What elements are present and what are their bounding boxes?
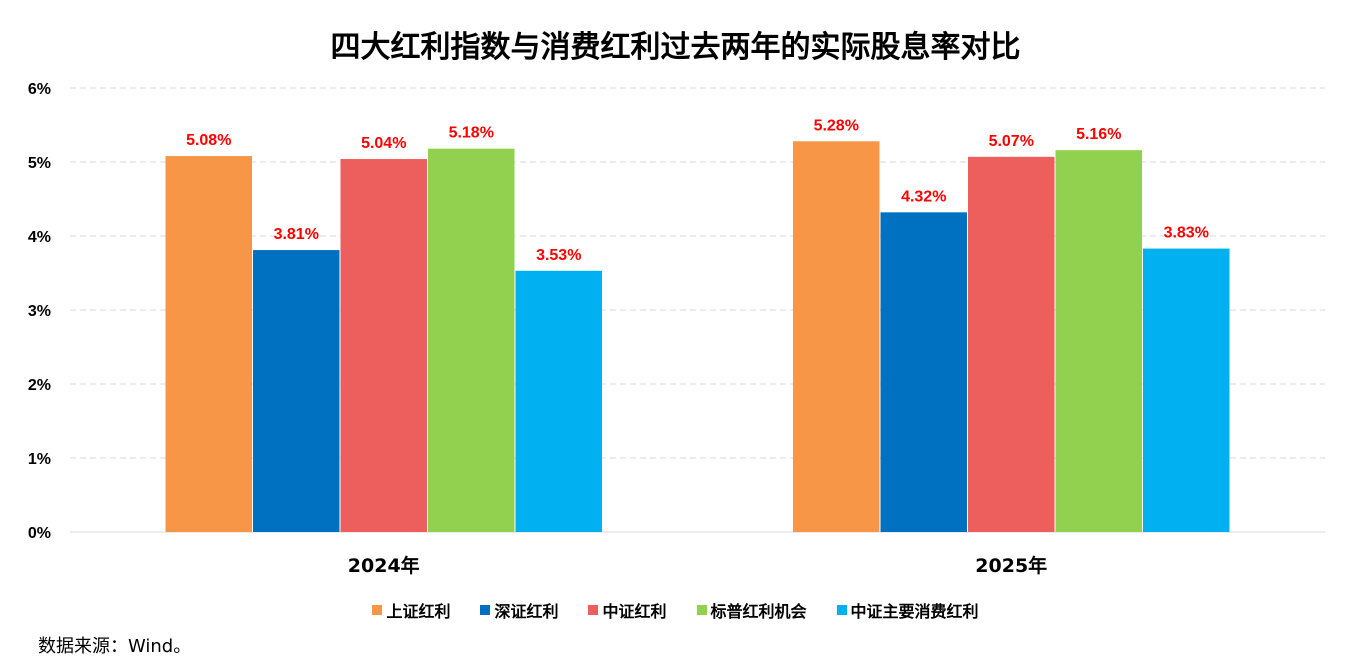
y-axis-ticks: 0% 1% 2% 3% 4% 5% 6% [28, 81, 51, 542]
bar [428, 148, 515, 532]
legend-swatch [588, 605, 599, 615]
bar [968, 156, 1055, 532]
bar [515, 270, 602, 532]
data-label: 5.16% [1076, 126, 1121, 143]
data-label: 3.53% [536, 247, 581, 264]
y-tick-label: 4% [28, 229, 51, 246]
bar [340, 159, 427, 533]
bar [165, 156, 252, 532]
y-tick-label: 5% [28, 155, 51, 172]
bar [793, 141, 880, 532]
legend-label: 深证红利 [494, 602, 559, 621]
data-label: 5.08% [186, 132, 231, 149]
y-tick-label: 2% [28, 377, 51, 394]
legend-item: 深证红利 [480, 598, 558, 622]
legend-swatch [696, 605, 707, 615]
y-tick-label: 6% [28, 81, 51, 98]
bar [880, 212, 967, 532]
legend-item: 中证红利 [588, 598, 667, 622]
data-label: 4.32% [901, 188, 946, 205]
x-tick-label: 2025年 [975, 554, 1047, 577]
x-tick-label: 2024年 [348, 554, 420, 577]
y-tick-label: 3% [28, 303, 51, 320]
data-label: 3.83% [1164, 225, 1209, 242]
legend-label: 上证红利 [386, 602, 451, 621]
data-labels: 5.08% 3.81% 5.04% 5.18% 3.53% 5.28% 4.32% 5.07%… [186, 117, 1209, 264]
legend-swatch [836, 605, 847, 615]
bars [165, 141, 1230, 533]
legend-item: 上证红利 [372, 598, 450, 622]
data-label: 5.07% [989, 133, 1034, 150]
legend-item: 标普红利机会 [696, 598, 807, 622]
data-label: 3.81% [274, 226, 319, 243]
data-label: 5.04% [361, 135, 406, 152]
y-tick-label: 0% [28, 525, 51, 542]
bar [1055, 150, 1142, 532]
legend-swatch [480, 605, 491, 615]
legend-item: 中证主要消费红利 [836, 598, 979, 622]
bar [253, 250, 340, 532]
bar [1143, 248, 1230, 532]
y-tick-label: 1% [28, 451, 51, 468]
legend-label: 中证主要消费红利 [850, 602, 979, 621]
legend: 上证红利 深证红利 中证红利 标普红利机会 中证主要消费红利 [0, 598, 1351, 622]
data-label: 5.28% [814, 117, 859, 134]
legend-swatch [372, 605, 383, 615]
legend-label: 标普红利机会 [710, 602, 807, 621]
data-label: 5.18% [449, 125, 494, 142]
chart-title: 四大红利指数与消费红利过去两年的实际股息率对比 [330, 30, 1021, 65]
source-note: 数据来源：Wind。 [38, 636, 192, 657]
legend-label: 中证红利 [602, 602, 667, 621]
x-axis-ticks: 2024年 2025年 [348, 554, 1047, 577]
